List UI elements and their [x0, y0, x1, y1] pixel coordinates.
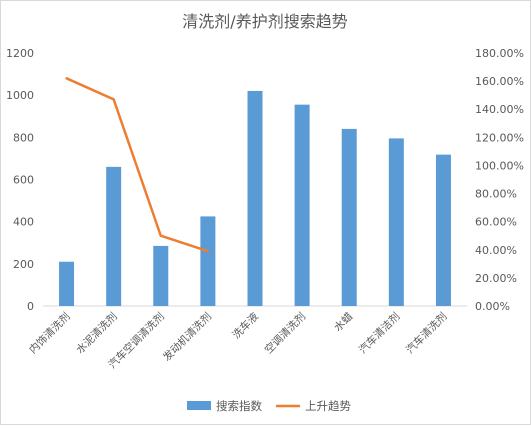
right-tick-label: 100.00%	[475, 159, 524, 172]
right-tick-label: 180.00%	[475, 47, 524, 60]
category-label: 汽车清洗剂	[403, 310, 449, 356]
trend-line	[66, 77, 209, 253]
line-point	[65, 77, 68, 80]
left-tick-label: 1200	[6, 47, 34, 60]
category-label: 水蜡	[332, 310, 356, 334]
line-point	[159, 234, 162, 237]
legend: 搜索指数 上升趋势	[187, 399, 351, 413]
right-tick-label: 0.00%	[475, 300, 510, 313]
bar-series	[59, 90, 451, 306]
category-label: 水泥清洗剂	[73, 310, 119, 356]
right-tick-label: 60.00%	[475, 216, 517, 229]
bar	[388, 138, 404, 306]
left-tick-label: 200	[13, 258, 34, 271]
line-series	[65, 77, 210, 253]
left-tick-label: 0	[27, 300, 34, 313]
bar	[341, 128, 357, 306]
right-tick-label: 120.00%	[475, 131, 524, 144]
line-point	[206, 249, 210, 253]
left-tick-label: 800	[13, 131, 34, 144]
category-label: 洗车液	[230, 310, 262, 342]
line-point	[112, 98, 115, 101]
right-axis-ticks: 0.00% 20.00% 40.00% 60.00% 80.00% 100.00% 120.…	[475, 47, 524, 313]
right-tick-label: 80.00%	[475, 188, 517, 201]
bar	[247, 90, 263, 306]
bar	[200, 216, 216, 306]
bar	[59, 261, 75, 306]
right-tick-label: 140.00%	[475, 103, 524, 116]
bar	[106, 166, 122, 306]
chart-title: 清洗剂/养护剂搜索趋势	[182, 12, 347, 31]
category-label: 发动机清洗剂	[160, 310, 214, 364]
left-tick-label: 600	[13, 174, 34, 187]
category-label: 空调清洗剂	[262, 310, 308, 356]
category-label: 汽车清洁剂	[356, 310, 402, 356]
bar	[294, 104, 310, 306]
bar	[435, 154, 451, 306]
right-tick-label: 20.00%	[475, 272, 517, 285]
legend-label-line: 上升趋势	[305, 399, 351, 413]
right-tick-label: 40.00%	[475, 244, 517, 257]
left-tick-label: 400	[13, 216, 34, 229]
legend-label-bar: 搜索指数	[216, 399, 262, 413]
left-axis-ticks: 0 200 400 600 800 1000 1200	[6, 47, 34, 313]
legend-swatch-bar	[187, 401, 211, 410]
left-tick-label: 1000	[6, 89, 34, 102]
category-label: 内饰清洗剂	[26, 310, 72, 356]
bar	[153, 245, 169, 306]
right-tick-label: 160.00%	[475, 75, 524, 88]
